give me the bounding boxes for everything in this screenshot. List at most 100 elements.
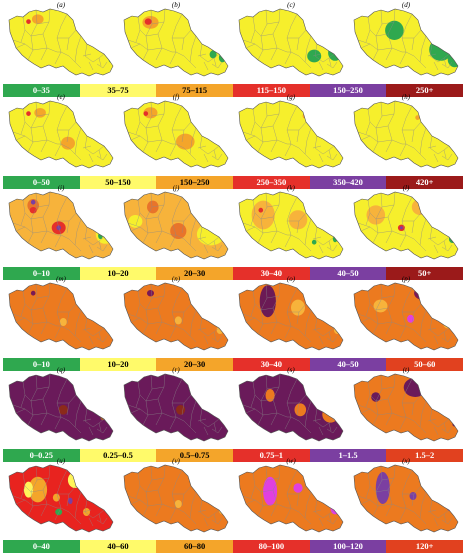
region-outline — [353, 100, 459, 169]
district-border — [375, 101, 383, 143]
district-border — [46, 412, 76, 428]
map-base-region — [239, 374, 343, 441]
district-border — [82, 236, 92, 240]
district-border — [82, 509, 92, 513]
region-outline — [353, 282, 459, 351]
district-border — [441, 61, 453, 69]
district-border — [46, 47, 76, 63]
district-border — [360, 408, 371, 414]
legend-class: 50+ — [386, 267, 464, 280]
district-border — [260, 101, 268, 143]
map-base-region — [239, 9, 343, 76]
panel-label: (x) — [402, 457, 410, 465]
map-panel: (n) — [118, 274, 234, 354]
district-border — [24, 121, 44, 129]
map-base-region — [354, 465, 458, 532]
value-patch — [385, 20, 404, 40]
panel-label: (d) — [401, 1, 411, 9]
district-map — [123, 464, 229, 533]
value-patch — [311, 239, 317, 245]
district-border — [276, 47, 306, 63]
value-patch — [218, 506, 226, 515]
value-patch — [328, 44, 343, 61]
district-border — [312, 509, 322, 513]
value-patch — [83, 508, 90, 516]
value-patch — [265, 389, 275, 402]
district-border — [328, 149, 332, 159]
district-map — [238, 8, 344, 77]
district-border — [360, 43, 371, 49]
color-legend: 0–35 35–75 75–115 115–150 150–250 250+ — [3, 84, 464, 97]
map-base-region — [124, 101, 228, 168]
district-map — [8, 282, 114, 351]
district-border — [433, 517, 439, 527]
district-border — [254, 485, 274, 493]
district-border — [203, 426, 209, 436]
district-border — [145, 465, 153, 507]
district-border — [360, 135, 371, 141]
value-patch — [288, 210, 308, 230]
district-border — [203, 153, 209, 163]
district-border — [27, 232, 34, 244]
district-map — [353, 282, 459, 351]
value-patch — [333, 326, 341, 334]
legend-class: 0–0.25 — [3, 449, 80, 462]
district-border — [88, 335, 94, 345]
district-border — [46, 503, 76, 519]
map-panel: (v) — [118, 456, 234, 536]
district-border — [96, 244, 108, 252]
district-border — [27, 505, 34, 517]
district-border — [254, 121, 274, 129]
region-outline — [8, 100, 114, 169]
district-border — [257, 49, 264, 61]
district-border — [96, 153, 108, 161]
district-border — [357, 39, 393, 51]
value-patch — [26, 111, 31, 116]
value-patch — [34, 108, 46, 118]
district-border — [189, 35, 197, 69]
color-legend: 0–10 10–20 20–30 30–40 40–50 50+ — [3, 267, 464, 280]
district-border — [151, 477, 165, 481]
district-border — [372, 232, 379, 244]
district-border — [369, 394, 389, 402]
value-patch — [418, 11, 424, 18]
district-border — [433, 153, 439, 163]
district-map — [238, 373, 344, 442]
district-border — [139, 394, 159, 402]
legend-class: 0.75–1 — [233, 449, 310, 462]
district-map — [353, 191, 459, 260]
value-patch — [447, 51, 458, 68]
district-border — [84, 317, 105, 337]
district-map — [353, 100, 459, 169]
map-panel: (p) — [348, 274, 464, 354]
panel-label: (s) — [287, 366, 295, 374]
district-border — [369, 303, 389, 311]
district-border — [199, 226, 220, 246]
district-border — [27, 414, 34, 426]
district-border — [276, 412, 306, 428]
map-base-region — [239, 101, 343, 168]
district-border — [213, 422, 217, 432]
value-patch — [52, 493, 60, 502]
district-border — [151, 386, 165, 390]
district-border — [441, 517, 453, 525]
panel-label: (j) — [172, 184, 180, 192]
district-border — [254, 394, 274, 402]
legend-class: 20–30 — [156, 358, 234, 371]
district-border — [257, 141, 264, 153]
district-border — [203, 517, 209, 527]
legend-class: 40–50 — [309, 358, 387, 371]
value-patch — [128, 215, 143, 228]
value-patch — [32, 14, 44, 24]
district-border — [130, 226, 141, 232]
district-border — [98, 513, 102, 523]
color-legend: 0–10 10–20 20–30 30–40 40–50 50–60 — [3, 358, 464, 371]
district-border — [96, 335, 108, 343]
district-map — [8, 191, 114, 260]
district-border — [443, 422, 447, 432]
map-panel: (q) — [3, 365, 119, 445]
district-border — [375, 465, 383, 507]
map-base-region — [354, 192, 458, 259]
region-outline — [123, 464, 229, 533]
region-outline — [8, 8, 114, 77]
